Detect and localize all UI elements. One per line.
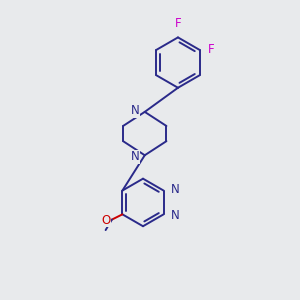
Text: F: F: [175, 17, 181, 30]
Text: N: N: [130, 104, 139, 117]
Text: N: N: [130, 150, 139, 163]
Text: F: F: [208, 44, 214, 56]
Text: N: N: [171, 183, 179, 196]
Text: N: N: [171, 209, 179, 222]
Text: O: O: [102, 214, 111, 227]
